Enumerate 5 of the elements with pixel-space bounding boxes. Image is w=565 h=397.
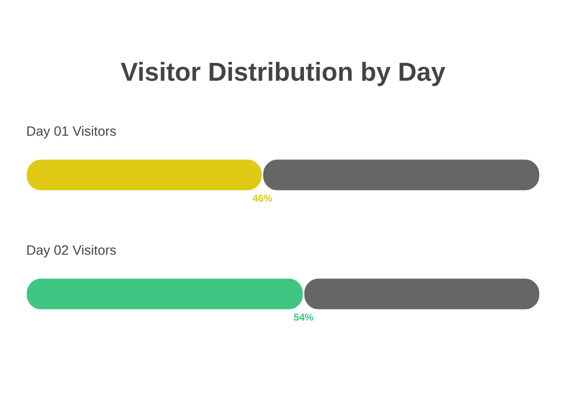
- chart-title: Visitor Distribution by Day: [120, 62, 446, 86]
- data-label: 54%: [294, 314, 314, 321]
- data-label: 46%: [252, 194, 272, 202]
- y-tick-label: Day 01 Visitors: [27, 126, 116, 138]
- y-tick-label: Day 02 Visitors: [27, 244, 116, 258]
